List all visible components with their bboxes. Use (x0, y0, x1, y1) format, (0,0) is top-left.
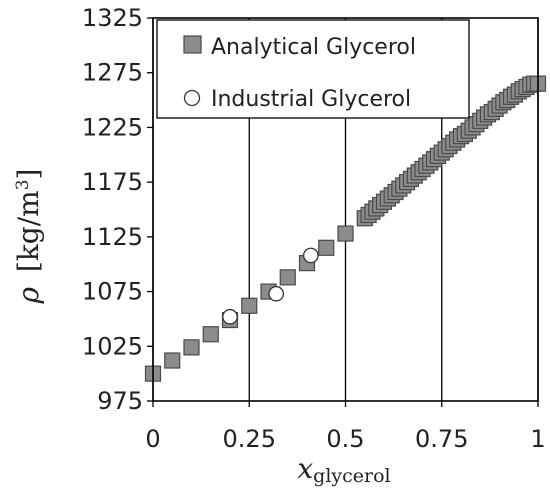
x-tick-label: 0.25 (223, 425, 276, 453)
y-axis-unit-exponent: 3 (13, 179, 33, 190)
legend-box (156, 19, 470, 119)
y-axis-symbol: ρ (12, 286, 45, 304)
data-point-analytical (241, 297, 258, 314)
data-point-analytical (183, 339, 200, 356)
analytical-series (144, 75, 547, 382)
x-axis-label: xglycerol (297, 452, 390, 487)
y-axis-unit-close: ] (12, 169, 45, 180)
legend-marker-industrial (183, 89, 201, 107)
x-tick-label: 1 (530, 425, 545, 453)
data-point-industrial (302, 247, 319, 264)
y-axis-label: ρ [kg/m3] (12, 169, 45, 305)
y-tick-label: 1225 (82, 113, 143, 141)
y-axis-ticks: 975 1025 1075 1125 1175 1225 1275 1325 (82, 4, 153, 415)
y-tick-label: 1175 (82, 168, 143, 196)
legend-marker-analytical (183, 35, 202, 54)
y-tick-label: 1025 (82, 332, 143, 360)
y-tick-label: 975 (97, 387, 143, 415)
y-tick-label: 1275 (82, 59, 143, 87)
y-axis-unit: [kg/m (12, 190, 45, 272)
y-tick-label: 1125 (82, 223, 143, 251)
legend-label-industrial: Industrial Glycerol (211, 87, 411, 112)
data-point-industrial (222, 308, 238, 325)
legend: Analytical Glycerol Industrial Glycerol (156, 19, 470, 119)
x-tick-label: 0 (145, 425, 160, 453)
x-axis-symbol: x (297, 452, 313, 485)
data-point-analytical (318, 239, 335, 256)
data-point-analytical (279, 269, 296, 286)
x-tick-label: 0.75 (415, 425, 468, 453)
industrial-series (222, 247, 319, 325)
data-point-industrial (268, 285, 285, 302)
y-tick-label: 1325 (82, 4, 143, 32)
data-point-analytical (164, 352, 181, 369)
data-point-analytical (202, 326, 219, 343)
x-axis-subscript: glycerol (313, 465, 390, 487)
x-tick-label: 0.5 (326, 425, 364, 453)
data-point-analytical (337, 225, 354, 242)
legend-label-analytical: Analytical Glycerol (211, 35, 416, 60)
x-axis-ticks: 0 0.25 0.5 0.75 1 (145, 401, 546, 453)
y-tick-label: 1075 (82, 278, 143, 306)
